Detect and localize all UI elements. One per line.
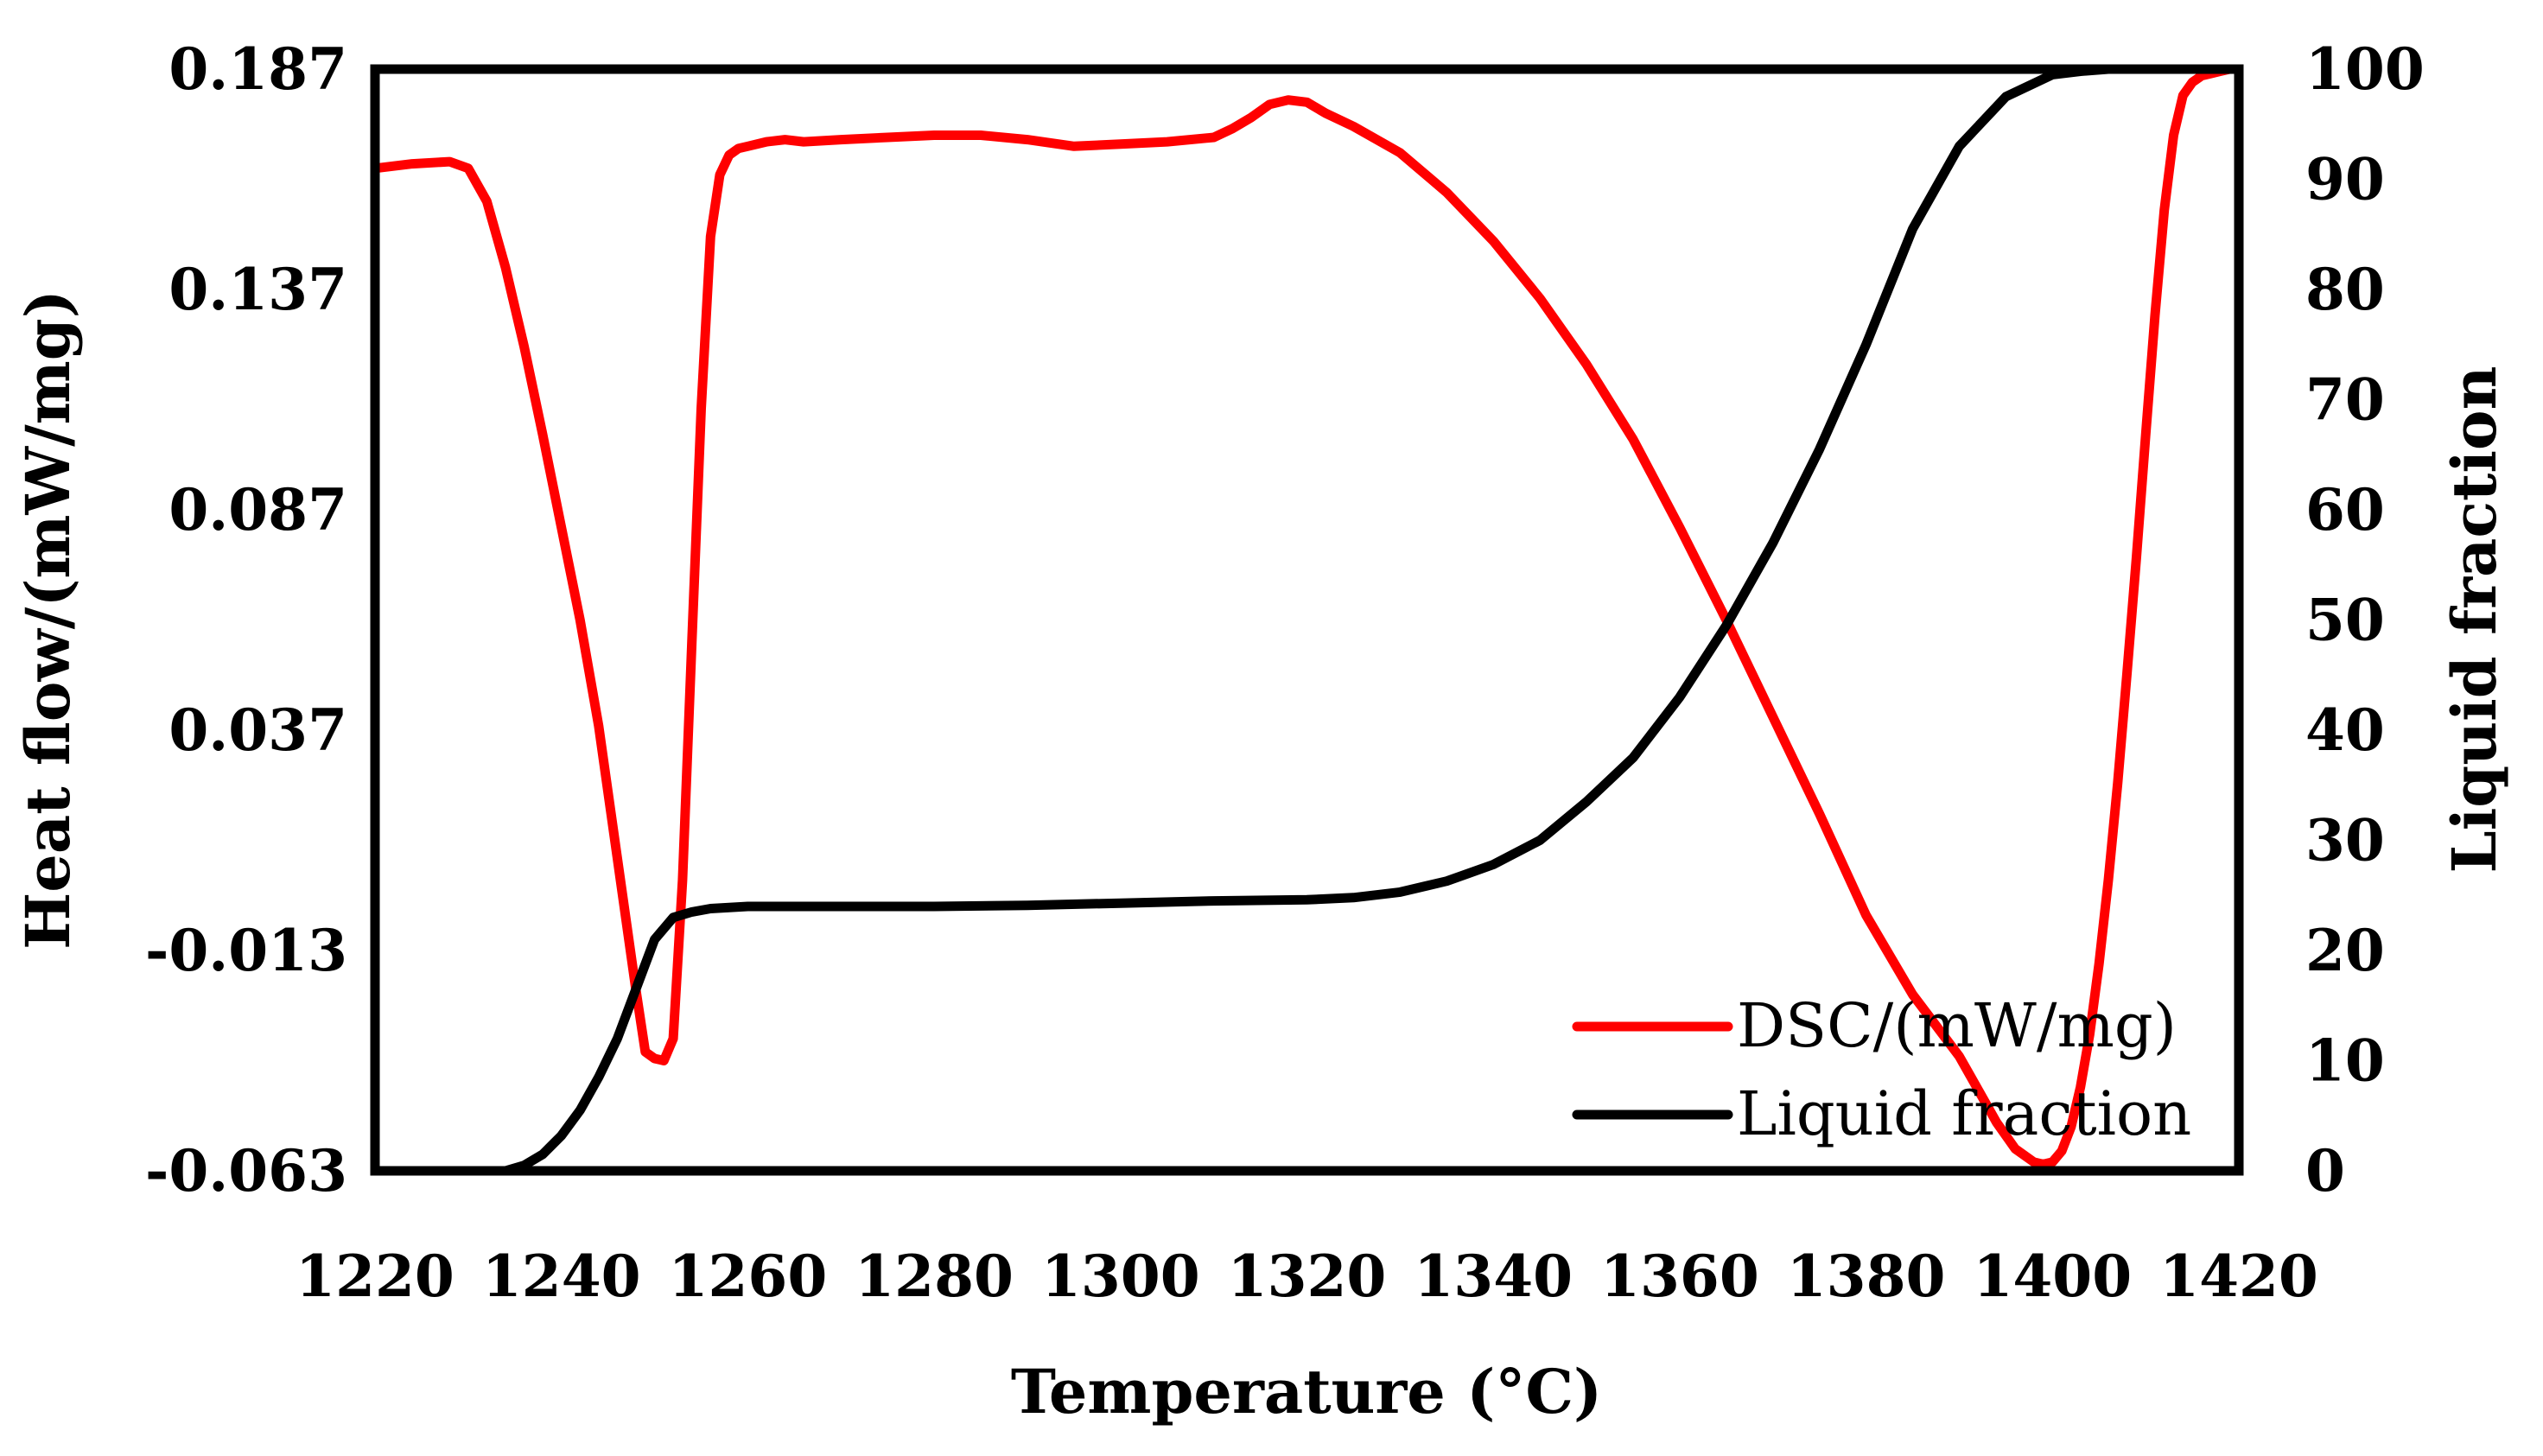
- left-y-tick-label: -0.013: [145, 917, 347, 984]
- right-y-axis-title: Liquid fraction: [2438, 366, 2510, 873]
- series-line-liquid-fraction: [370, 64, 2244, 1176]
- left-y-tick-label: 0.187: [168, 35, 347, 103]
- x-tick-label: 1300: [1041, 1243, 1200, 1310]
- x-tick-label: 1240: [482, 1243, 641, 1310]
- x-tick-label: 1400: [1973, 1243, 2132, 1310]
- x-tick-label: 1260: [669, 1243, 828, 1310]
- left-y-axis-tick-labels: -0.063 -0.013 0.037 0.087 0.137 0.187: [145, 35, 347, 1205]
- x-tick-label: 1420: [2159, 1243, 2318, 1310]
- right-y-tick-label: 0: [2305, 1137, 2345, 1205]
- right-y-tick-label: 90: [2305, 146, 2385, 213]
- right-y-tick-label: 30: [2305, 807, 2385, 874]
- right-y-tick-label: 60: [2305, 476, 2385, 544]
- right-y-axis-tick-labels: 0 10 20 30 40 50 60 70 80 90 100: [2305, 35, 2425, 1205]
- right-y-tick-label: 20: [2305, 917, 2385, 984]
- series-line-dsc: [370, 64, 2244, 1169]
- x-tick-label: 1380: [1787, 1243, 1946, 1310]
- x-tick-label: 1360: [1600, 1243, 1759, 1310]
- right-y-tick-label: 10: [2305, 1027, 2385, 1095]
- x-tick-label: 1280: [855, 1243, 1014, 1310]
- left-y-axis-title: Heat flow/(mW/mg): [12, 289, 84, 950]
- x-axis-title: Temperature (°C): [1011, 1356, 1602, 1427]
- right-y-tick-label: 100: [2305, 35, 2425, 103]
- left-y-tick-label: 0.137: [168, 256, 347, 323]
- legend-label-liquid-fraction: Liquid fraction: [1737, 1078, 2191, 1149]
- x-tick-label: 1340: [1414, 1243, 1573, 1310]
- right-y-tick-label: 70: [2305, 366, 2385, 434]
- series-layer: [370, 64, 2244, 1176]
- left-y-tick-label: 0.087: [168, 476, 347, 544]
- legend: DSC/(mW/mg) Liquid fraction: [1572, 990, 2191, 1149]
- right-y-tick-label: 50: [2305, 587, 2385, 654]
- x-axis-tick-labels: 1220 1240 1260 1280 1300 1320 1340 1360 1380 1400…: [296, 1243, 2318, 1310]
- legend-label-dsc: DSC/(mW/mg): [1737, 990, 2177, 1061]
- left-y-tick-label: 0.037: [168, 696, 347, 764]
- right-y-tick-label: 40: [2305, 696, 2385, 764]
- left-y-tick-label: -0.063: [145, 1137, 347, 1205]
- x-tick-label: 1220: [296, 1243, 455, 1310]
- x-tick-label: 1320: [1228, 1243, 1387, 1310]
- right-y-tick-label: 80: [2305, 256, 2385, 323]
- plot-area-frame: [370, 64, 2244, 1176]
